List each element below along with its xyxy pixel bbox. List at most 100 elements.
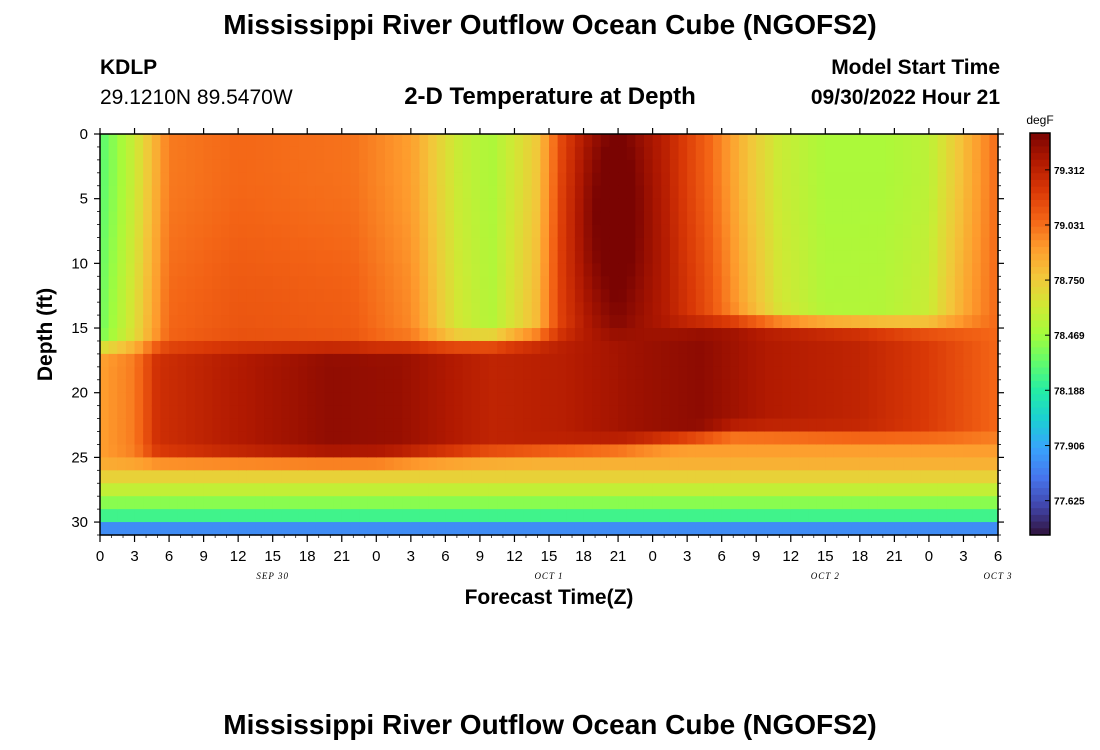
heatmap-cell [989, 185, 999, 200]
heatmap-cell [566, 250, 576, 264]
heatmap-cell [523, 366, 533, 381]
heatmap-cell [229, 134, 239, 148]
heatmap-cell [402, 146, 412, 161]
heatmap-cell [497, 302, 507, 316]
heatmap-cell [255, 522, 265, 536]
heatmap-cell [885, 250, 895, 264]
heatmap-cell [808, 159, 818, 174]
heatmap-cell [203, 250, 213, 264]
heatmap-cell [117, 392, 127, 407]
heatmap-cell [151, 353, 162, 368]
heatmap-cell [885, 366, 895, 381]
heatmap-cell [738, 250, 749, 264]
heatmap-cell [635, 483, 645, 497]
heatmap-cell [747, 302, 757, 316]
heatmap-cell [911, 509, 921, 523]
heatmap-cell [359, 315, 369, 329]
heatmap-cell [540, 237, 550, 252]
heatmap-cell [782, 237, 792, 252]
heatmap-cell [549, 405, 559, 420]
heatmap-cell [825, 224, 835, 239]
heatmap-cell [454, 315, 464, 329]
heatmap-cell [972, 289, 982, 303]
heatmap-cell [903, 198, 913, 213]
heatmap-cell [203, 211, 213, 226]
heatmap-cell [531, 185, 541, 200]
heatmap-cell [877, 328, 887, 342]
heatmap-cell [445, 224, 455, 239]
heatmap-cell [376, 483, 386, 497]
heatmap-cell [108, 134, 118, 148]
heatmap-cell [298, 224, 308, 239]
heatmap-cell [479, 198, 490, 213]
heatmap-cell [894, 185, 904, 200]
heatmap-cell [384, 172, 395, 187]
heatmap-cell [669, 379, 680, 394]
heatmap-cell [324, 522, 334, 536]
heatmap-cell [747, 457, 757, 471]
heatmap-cell [643, 224, 654, 239]
heatmap-cell [376, 470, 386, 484]
heatmap-cell [125, 509, 136, 523]
heatmap-cell [272, 302, 282, 316]
heatmap-cell [393, 250, 403, 264]
heatmap-cell [324, 509, 334, 523]
heatmap-cell [540, 198, 550, 213]
heatmap-cell [549, 224, 559, 239]
heatmap-cell [160, 289, 170, 303]
heatmap-cell [194, 211, 205, 226]
heatmap-cell [514, 211, 524, 226]
heatmap-cell [359, 159, 369, 174]
heatmap-cell [367, 379, 377, 394]
heatmap-cell [376, 276, 386, 290]
heatmap-cell [514, 496, 524, 510]
heatmap-cell [169, 431, 179, 446]
heatmap-cell [963, 315, 973, 329]
heatmap-cell [428, 134, 438, 148]
heatmap-cell [851, 237, 861, 252]
heatmap-cell [738, 198, 749, 213]
heatmap-cell [842, 431, 852, 446]
heatmap-cell [531, 392, 541, 407]
heatmap-cell [566, 353, 576, 368]
heatmap-cell [816, 237, 826, 252]
heatmap-cell [229, 198, 239, 213]
heatmap-cell [799, 250, 809, 264]
heatmap-cell [264, 237, 274, 252]
heatmap-cell [738, 366, 749, 381]
heatmap-cell [928, 509, 939, 523]
heatmap-cell [928, 289, 939, 303]
heatmap-cell [773, 418, 783, 433]
heatmap-cell [609, 211, 619, 226]
heatmap-cell [108, 172, 118, 187]
heatmap-cell [738, 185, 749, 200]
heatmap-cell [540, 328, 550, 342]
heatmap-cell [713, 431, 723, 446]
heatmap-cell [514, 302, 524, 316]
heatmap-cell [143, 250, 153, 264]
colorbar-segment [1030, 521, 1050, 529]
heatmap-cell [782, 457, 792, 471]
heatmap-cell [842, 418, 852, 433]
heatmap-cell [618, 353, 628, 368]
heatmap-cell [246, 172, 257, 187]
heatmap-cell [799, 522, 809, 536]
heatmap-cell [238, 431, 248, 446]
heatmap-cell [859, 405, 870, 420]
heatmap-cell [289, 340, 300, 355]
heatmap-cell [903, 496, 913, 510]
heatmap-cell [652, 250, 662, 264]
heatmap-cell [281, 172, 291, 187]
heatmap-cell [842, 483, 852, 497]
heatmap-cell [523, 263, 533, 277]
x-tick-label: 12 [782, 548, 799, 565]
heatmap-cell [618, 302, 628, 316]
heatmap-cell [393, 522, 403, 536]
heatmap-cell [833, 418, 844, 433]
heatmap-cell [471, 353, 481, 368]
colorbar-segment [1030, 461, 1050, 469]
heatmap-cell [497, 172, 507, 187]
heatmap-cell [160, 379, 170, 394]
heatmap-cell [825, 185, 835, 200]
heatmap-cell [877, 392, 887, 407]
